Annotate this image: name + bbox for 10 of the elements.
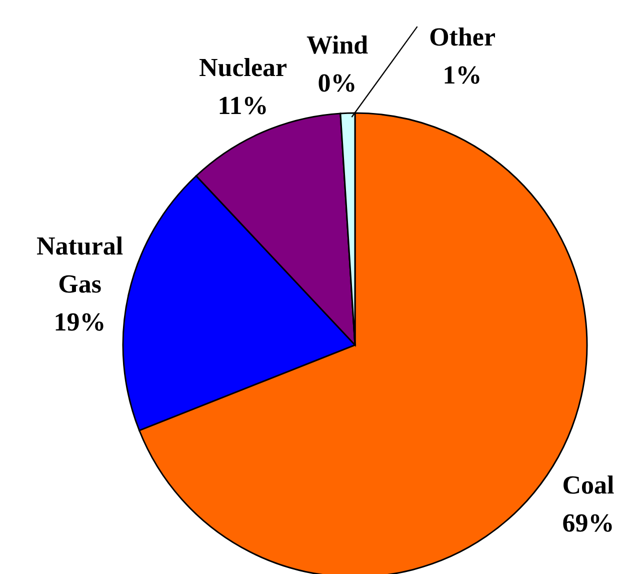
slice-label: Other [429,22,496,52]
data-label: 11% [218,91,268,120]
data-label: 69% [562,508,614,538]
data-label: 19% [54,307,106,336]
slice-label: Natural Gas [36,231,124,298]
slice-label: Nuclear [198,53,288,82]
data-label: 1% [442,60,482,90]
text: 0% [318,68,357,98]
category-label: Wind [306,30,368,60]
slice-label: Coal [562,470,614,500]
